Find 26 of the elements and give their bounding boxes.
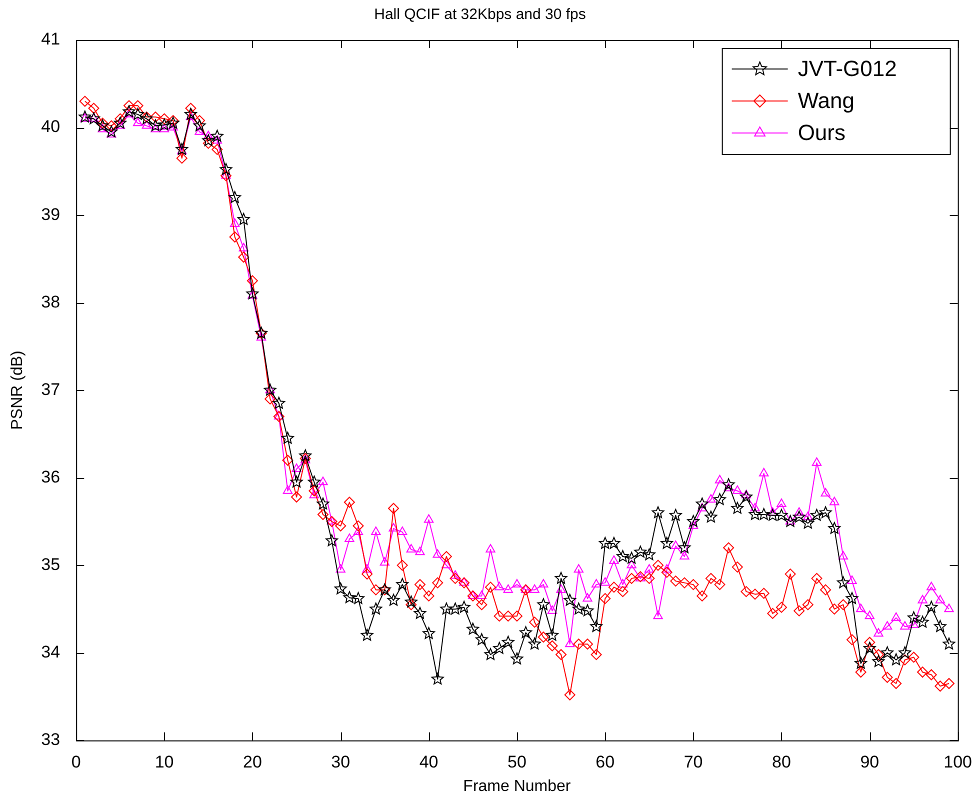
x-tick-label: 90 [860,752,880,772]
x-tick-label: 100 [944,752,972,772]
x-axis-title: Frame Number [463,778,572,795]
y-tick-label: 40 [41,117,60,136]
x-tick-label: 80 [772,752,791,772]
x-tick-label: 10 [154,752,174,772]
x-tick-label: 70 [684,752,703,772]
y-tick-label: 35 [41,554,60,574]
legend-label: Ours [798,120,846,146]
y-tick-label: 33 [41,730,60,750]
y-tick-label: 41 [41,30,60,49]
x-tick-label: 30 [331,752,350,772]
y-tick-label: 34 [41,642,60,662]
x-tick-label: 20 [242,752,262,772]
x-tick-label: 0 [71,752,81,772]
y-tick-label: 39 [41,204,60,224]
y-tick-label: 38 [41,292,60,312]
y-tick-label: 37 [41,380,60,399]
y-axis-title: PSNR (dB) [9,350,26,430]
y-tick-label: 36 [41,467,60,486]
x-tick-label: 40 [419,752,438,772]
legend-label: JVT-G012 [798,56,897,82]
x-tick-label: 60 [596,752,615,772]
legend-label: Wang [798,88,854,114]
x-tick-label: 50 [508,752,526,772]
chart-title: Hall QCIF at 32Kbps and 30 fps [374,6,586,24]
